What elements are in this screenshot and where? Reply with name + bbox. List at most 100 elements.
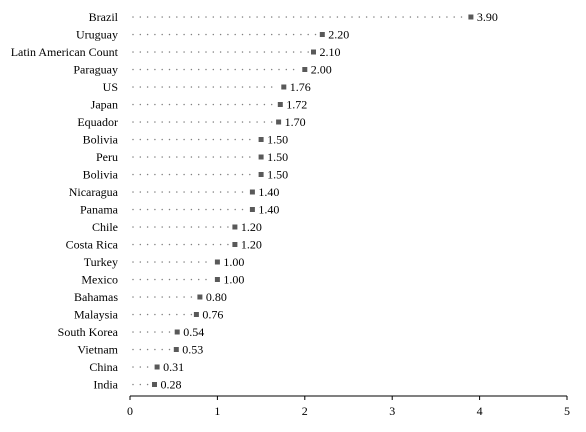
chart-row: Turkey 1.00 [84,255,245,269]
leader-dot [154,313,156,316]
leader-dot [176,261,178,263]
leader-dot [197,243,200,246]
value-label: 1.20 [241,220,262,234]
leader-dot [241,103,244,106]
chart-row: Nicaragua 1.40 [69,185,280,199]
leader-dot [176,156,178,158]
category-label: India [93,378,118,392]
value-label: 1.76 [290,80,311,94]
leader-dots [132,51,309,53]
leader-dot [234,16,236,18]
leader-dot [205,278,207,281]
leader-dot [161,226,163,228]
leader-dots [132,226,229,228]
leader-dot [168,138,171,141]
leader-dot [234,191,236,193]
leader-dot [161,191,163,193]
leader-dot [176,138,178,141]
leader-dot [168,173,171,176]
leader-dot [227,103,229,106]
leader-dot [168,313,171,316]
leader-dot [322,16,324,18]
chart-row: US 1.76 [103,80,311,94]
leader-dots [132,16,463,18]
leader-dot [176,191,178,193]
leader-dot [263,121,266,123]
chart-row: Chile 1.20 [92,220,262,234]
leader-dot [234,103,236,106]
leader-dot [234,33,236,36]
leader-dot [197,16,200,18]
leader-dot [139,226,142,228]
leader-dots [132,191,244,193]
data-marker [232,224,238,230]
leader-dot [380,16,382,18]
leader-dot [278,16,280,18]
leader-dot [139,16,142,18]
leader-dot [168,103,171,106]
leader-dot [183,173,185,176]
leader-dot [285,16,288,18]
leader-dot [219,243,222,246]
leader-dot [146,138,149,141]
leader-dots [132,278,207,281]
chart-row: Japan 1.72 [91,98,308,112]
leader-dot [168,191,171,193]
leader-dot [219,191,222,193]
x-tick-label: 3 [389,404,395,418]
leader-dot [300,33,302,36]
value-label: 1.50 [267,133,288,147]
leader-dot [168,156,171,158]
leader-dot [161,156,163,158]
leader-dot [176,296,178,298]
leader-dots [132,103,273,106]
leader-dot [285,68,288,71]
leader-dot [263,103,266,106]
value-label: 2.20 [328,28,349,42]
leader-dot [139,296,142,298]
leader-dot [263,68,266,71]
leader-dot [190,103,193,106]
leader-dot [227,138,229,141]
leader-dot [373,16,375,18]
leader-dot [278,33,280,36]
leader-dot [234,208,236,211]
leader-dot [161,16,163,18]
leader-dot [132,173,134,176]
category-label: Bolivia [83,133,119,147]
leader-dot [154,261,156,263]
value-label: 0.80 [206,290,227,304]
leader-dot [176,278,178,281]
leader-dot [205,261,207,263]
leader-dot [205,226,207,228]
leader-dot [168,331,171,333]
leader-dot [234,173,236,176]
leader-dot [416,16,419,18]
leader-dot [263,16,266,18]
leader-dot [212,33,215,36]
leader-dot [249,51,251,53]
chart-row: Uruguay 2.20 [76,28,349,42]
leader-dot [205,173,207,176]
leader-dot [190,226,193,228]
leader-dot [146,313,149,316]
leader-dots [132,366,149,368]
leader-dot [190,16,193,18]
leader-dot [146,16,149,18]
leader-dot [256,121,258,123]
leader-dot [183,33,185,36]
leader-dot [270,16,273,18]
data-marker [152,382,157,387]
leader-dot [132,16,134,18]
value-label: 0.76 [202,308,223,322]
value-label: 1.00 [223,255,244,269]
leader-dot [154,331,156,333]
leader-dot [146,121,149,123]
leader-dot [190,296,193,298]
leader-dot [161,173,163,176]
leader-dot [460,16,463,18]
data-marker [197,294,203,300]
category-label: US [103,80,118,94]
leader-dot [154,86,156,88]
